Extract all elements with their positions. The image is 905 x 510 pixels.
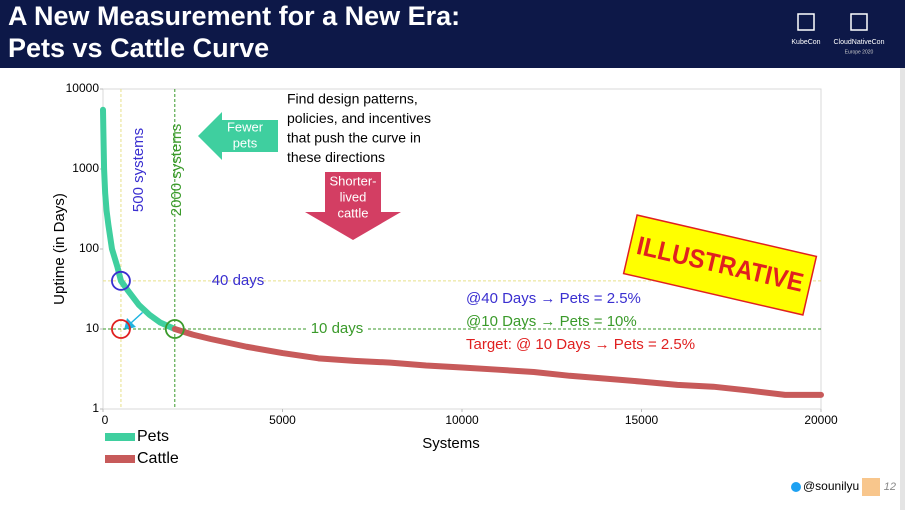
highlight-circle	[164, 319, 185, 339]
legend-swatch	[105, 433, 135, 441]
callout-text: these directions	[287, 149, 385, 165]
label-bg	[307, 320, 367, 338]
footer-handle: @sounilyu	[803, 479, 859, 493]
callout-text: Find design patterns,	[287, 91, 418, 107]
logo-text: Europe 2020	[845, 49, 874, 55]
shorter-cattle-arrow	[305, 172, 401, 240]
highlight-circle	[111, 270, 131, 291]
title: A New Measurement for a New Era:	[8, 1, 460, 31]
series-line	[171, 326, 824, 398]
title: Pets vs Cattle Curve	[8, 33, 269, 63]
note: Target: @ 10 Days → Pets = 2.5%	[466, 336, 695, 353]
y-axis-label: Uptime (in Days)	[51, 193, 68, 305]
pointer-arrow	[124, 312, 143, 330]
reference-label: 2000 systems	[168, 124, 185, 217]
legend-label: Pets	[137, 428, 169, 445]
fewer-pets-arrow	[198, 112, 278, 160]
x-tick-label: 5000	[269, 413, 296, 427]
twitter-icon	[791, 482, 801, 492]
series-line	[100, 106, 178, 332]
note: @10 Days → Pets = 10%	[466, 313, 637, 330]
x-tick-label: 0	[102, 413, 109, 427]
footer-logo	[862, 478, 880, 496]
header-bar	[0, 0, 905, 68]
arrow-label: lived	[340, 189, 367, 204]
arrow-label: Shorter-	[330, 173, 377, 188]
arrow-label: cattle	[337, 205, 368, 220]
edge	[900, 68, 905, 510]
logo-icon	[797, 13, 815, 31]
stamp-box	[622, 214, 818, 316]
x-tick-label: 20000	[804, 413, 838, 427]
legend-label: Cattle	[137, 450, 179, 467]
page-number: 12	[884, 481, 896, 493]
reference-label: 40 days	[212, 272, 265, 289]
logo-icon	[850, 13, 868, 31]
callout-text: policies, and incentives	[287, 110, 431, 126]
callout-text: that push the curve in	[287, 130, 421, 146]
legend-swatch	[105, 455, 135, 463]
y-tick-label: 100	[79, 241, 99, 255]
x-axis-label: Systems	[422, 435, 480, 452]
logo-text: CloudNativeCon	[834, 39, 885, 46]
arrow-label: pets	[233, 135, 258, 150]
stamp: ILLUSTRATIVE	[622, 214, 818, 316]
y-tick-label: 10000	[66, 81, 100, 95]
y-tick-label: 10	[86, 321, 100, 335]
y-tick-label: 1000	[72, 161, 99, 175]
reference-label: 500 systems	[130, 128, 147, 212]
logo-text: KubeCon	[791, 39, 820, 46]
x-tick-label: 10000	[445, 413, 479, 427]
reference-label: 10 days	[311, 320, 364, 337]
y-tick-label: 1	[92, 401, 99, 415]
highlight-circle	[111, 319, 131, 339]
x-tick-label: 15000	[625, 413, 659, 427]
note: @40 Days → Pets = 2.5%	[466, 290, 641, 307]
arrow-label: Fewer	[227, 119, 264, 134]
